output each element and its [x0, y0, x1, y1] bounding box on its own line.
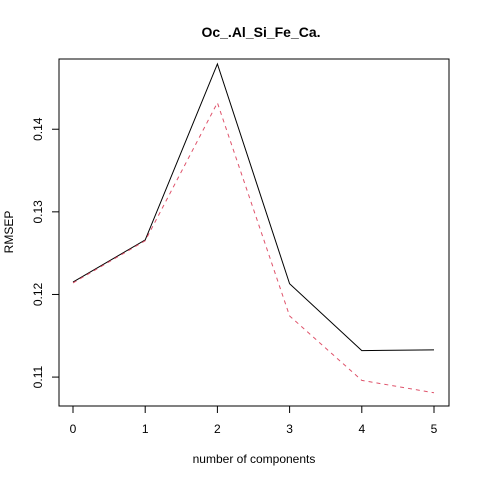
- series-line-1: [72, 62, 435, 352]
- x-tick-label: 1: [142, 422, 149, 436]
- y-tick-label: 0.13: [31, 200, 45, 224]
- x-axis-label: number of components: [193, 452, 316, 466]
- series-layer: [72, 62, 435, 394]
- x-tick-label: 3: [286, 422, 293, 436]
- x-tick-label: 5: [431, 422, 438, 436]
- y-tick-label: 0.11: [31, 366, 45, 389]
- y-tick-label: 0.12: [31, 282, 45, 306]
- y-axis: 0.11 0.12 0.13 0.14: [31, 117, 60, 389]
- y-axis-label: RMSEP: [2, 211, 16, 254]
- x-tick-label: 4: [358, 422, 365, 436]
- chart-title: Oc_.Al_Si_Fe_Ca.: [201, 24, 320, 40]
- x-tick-label: 0: [70, 422, 77, 436]
- y-tick-label: 0.14: [31, 117, 45, 141]
- x-axis: 0 1 2 3 4 5: [70, 405, 438, 436]
- x-tick-label: 2: [214, 422, 221, 436]
